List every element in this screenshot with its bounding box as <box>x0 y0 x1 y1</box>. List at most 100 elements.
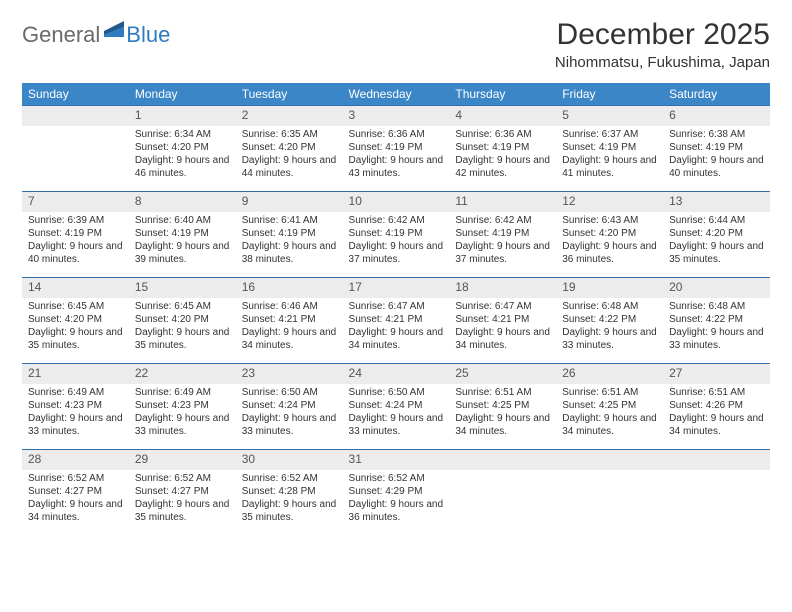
daylight-text: Daylight: 9 hours and 35 minutes. <box>28 326 123 352</box>
day-details: Sunrise: 6:39 AMSunset: 4:19 PMDaylight:… <box>22 212 129 270</box>
day-details: Sunrise: 6:44 AMSunset: 4:20 PMDaylight:… <box>663 212 770 270</box>
calendar-week: 14Sunrise: 6:45 AMSunset: 4:20 PMDayligh… <box>22 278 770 364</box>
day-details: Sunrise: 6:37 AMSunset: 4:19 PMDaylight:… <box>556 126 663 184</box>
sunrise-text: Sunrise: 6:50 AM <box>349 386 444 399</box>
sunset-text: Sunset: 4:22 PM <box>669 313 764 326</box>
calendar-cell: 15Sunrise: 6:45 AMSunset: 4:20 PMDayligh… <box>129 278 236 364</box>
daylight-text: Daylight: 9 hours and 43 minutes. <box>349 154 444 180</box>
sunrise-text: Sunrise: 6:39 AM <box>28 214 123 227</box>
daylight-text: Daylight: 9 hours and 40 minutes. <box>669 154 764 180</box>
sunset-text: Sunset: 4:19 PM <box>455 227 550 240</box>
calendar-cell: 8Sunrise: 6:40 AMSunset: 4:19 PMDaylight… <box>129 192 236 278</box>
calendar-cell: 24Sunrise: 6:50 AMSunset: 4:24 PMDayligh… <box>343 364 450 450</box>
calendar-cell: 3Sunrise: 6:36 AMSunset: 4:19 PMDaylight… <box>343 106 450 192</box>
daylight-text: Daylight: 9 hours and 35 minutes. <box>242 498 337 524</box>
daylight-text: Daylight: 9 hours and 35 minutes. <box>135 326 230 352</box>
sunset-text: Sunset: 4:21 PM <box>242 313 337 326</box>
day-details: Sunrise: 6:36 AMSunset: 4:19 PMDaylight:… <box>343 126 450 184</box>
location-text: Nihommatsu, Fukushima, Japan <box>555 54 770 71</box>
sunset-text: Sunset: 4:20 PM <box>28 313 123 326</box>
day-number: 16 <box>236 278 343 298</box>
calendar-cell: 13Sunrise: 6:44 AMSunset: 4:20 PMDayligh… <box>663 192 770 278</box>
day-details: Sunrise: 6:52 AMSunset: 4:29 PMDaylight:… <box>343 470 450 528</box>
logo: General Blue <box>22 18 170 48</box>
calendar-cell: 30Sunrise: 6:52 AMSunset: 4:28 PMDayligh… <box>236 450 343 536</box>
sunrise-text: Sunrise: 6:46 AM <box>242 300 337 313</box>
day-number: 31 <box>343 450 450 470</box>
day-details: Sunrise: 6:41 AMSunset: 4:19 PMDaylight:… <box>236 212 343 270</box>
day-number: 28 <box>22 450 129 470</box>
day-details: Sunrise: 6:47 AMSunset: 4:21 PMDaylight:… <box>343 298 450 356</box>
sunrise-text: Sunrise: 6:49 AM <box>28 386 123 399</box>
calendar-cell: 2Sunrise: 6:35 AMSunset: 4:20 PMDaylight… <box>236 106 343 192</box>
daylight-text: Daylight: 9 hours and 41 minutes. <box>562 154 657 180</box>
daylight-text: Daylight: 9 hours and 35 minutes. <box>669 240 764 266</box>
calendar-week: 21Sunrise: 6:49 AMSunset: 4:23 PMDayligh… <box>22 364 770 450</box>
calendar-week: 7Sunrise: 6:39 AMSunset: 4:19 PMDaylight… <box>22 192 770 278</box>
logo-text-blue: Blue <box>126 22 170 48</box>
sunset-text: Sunset: 4:28 PM <box>242 485 337 498</box>
day-details: Sunrise: 6:36 AMSunset: 4:19 PMDaylight:… <box>449 126 556 184</box>
sunrise-text: Sunrise: 6:48 AM <box>562 300 657 313</box>
day-number: 7 <box>22 192 129 212</box>
sunrise-text: Sunrise: 6:51 AM <box>455 386 550 399</box>
sunrise-text: Sunrise: 6:52 AM <box>349 472 444 485</box>
day-number-empty <box>556 450 663 470</box>
calendar-cell: 17Sunrise: 6:47 AMSunset: 4:21 PMDayligh… <box>343 278 450 364</box>
day-details: Sunrise: 6:38 AMSunset: 4:19 PMDaylight:… <box>663 126 770 184</box>
day-header: Saturday <box>663 83 770 106</box>
day-number: 1 <box>129 106 236 126</box>
day-details: Sunrise: 6:43 AMSunset: 4:20 PMDaylight:… <box>556 212 663 270</box>
sunset-text: Sunset: 4:26 PM <box>669 399 764 412</box>
sunrise-text: Sunrise: 6:49 AM <box>135 386 230 399</box>
calendar-cell: 21Sunrise: 6:49 AMSunset: 4:23 PMDayligh… <box>22 364 129 450</box>
day-number: 9 <box>236 192 343 212</box>
sunset-text: Sunset: 4:23 PM <box>28 399 123 412</box>
calendar-cell: 16Sunrise: 6:46 AMSunset: 4:21 PMDayligh… <box>236 278 343 364</box>
day-number: 2 <box>236 106 343 126</box>
sunrise-text: Sunrise: 6:43 AM <box>562 214 657 227</box>
sunrise-text: Sunrise: 6:45 AM <box>28 300 123 313</box>
daylight-text: Daylight: 9 hours and 42 minutes. <box>455 154 550 180</box>
sunset-text: Sunset: 4:25 PM <box>455 399 550 412</box>
calendar-cell: 23Sunrise: 6:50 AMSunset: 4:24 PMDayligh… <box>236 364 343 450</box>
day-number: 22 <box>129 364 236 384</box>
calendar-cell: 22Sunrise: 6:49 AMSunset: 4:23 PMDayligh… <box>129 364 236 450</box>
sunrise-text: Sunrise: 6:50 AM <box>242 386 337 399</box>
sunset-text: Sunset: 4:20 PM <box>669 227 764 240</box>
sunrise-text: Sunrise: 6:42 AM <box>349 214 444 227</box>
sunrise-text: Sunrise: 6:47 AM <box>455 300 550 313</box>
calendar-week: 28 Sunrise: 6:52 AM Sunset: 4:27 PM Dayligh… <box>22 450 770 536</box>
day-number: 5 <box>556 106 663 126</box>
sunset-text: Sunset: 4:19 PM <box>135 227 230 240</box>
day-number: 10 <box>343 192 450 212</box>
day-number: 27 <box>663 364 770 384</box>
daylight-text: Daylight: 9 hours and 36 minutes. <box>349 498 444 524</box>
day-number-empty <box>22 106 129 126</box>
sunset-text: Sunset: 4:19 PM <box>28 227 123 240</box>
daylight-text: Daylight: 9 hours and 46 minutes. <box>135 154 230 180</box>
sunrise-text: Sunrise: 6:34 AM <box>135 128 230 141</box>
day-header-row: SundayMondayTuesdayWednesdayThursdayFrid… <box>22 83 770 106</box>
calendar-cell: 7Sunrise: 6:39 AMSunset: 4:19 PMDaylight… <box>22 192 129 278</box>
day-number: 19 <box>556 278 663 298</box>
day-details: Sunrise: 6:45 AMSunset: 4:20 PMDaylight:… <box>22 298 129 356</box>
calendar-head: SundayMondayTuesdayWednesdayThursdayFrid… <box>22 83 770 106</box>
day-details: Sunrise: 6:51 AMSunset: 4:25 PMDaylight:… <box>449 384 556 442</box>
sunset-text: Sunset: 4:19 PM <box>349 141 444 154</box>
daylight-text: Daylight: 9 hours and 37 minutes. <box>349 240 444 266</box>
sunset-text: Sunset: 4:21 PM <box>349 313 444 326</box>
sunrise-text: Sunrise: 6:48 AM <box>669 300 764 313</box>
sunrise-text: Sunrise: 6:42 AM <box>455 214 550 227</box>
day-number: 21 <box>22 364 129 384</box>
sunrise-text: Sunrise: 6:51 AM <box>669 386 764 399</box>
sunset-text: Sunset: 4:25 PM <box>562 399 657 412</box>
day-details: Sunrise: 6:51 AMSunset: 4:25 PMDaylight:… <box>556 384 663 442</box>
sunset-text: Sunset: 4:27 PM <box>28 485 123 498</box>
day-number: 20 <box>663 278 770 298</box>
calendar-cell: 25Sunrise: 6:51 AMSunset: 4:25 PMDayligh… <box>449 364 556 450</box>
daylight-text: Daylight: 9 hours and 34 minutes. <box>349 326 444 352</box>
daylight-text: Daylight: 9 hours and 33 minutes. <box>242 412 337 438</box>
daylight-text: Daylight: 9 hours and 38 minutes. <box>242 240 337 266</box>
day-details: Sunrise: 6:40 AMSunset: 4:19 PMDaylight:… <box>129 212 236 270</box>
